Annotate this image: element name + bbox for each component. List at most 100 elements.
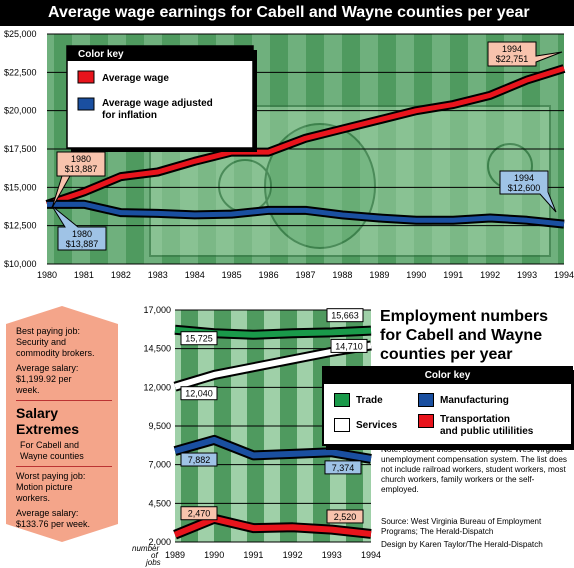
callout-blue-1994-year: 1994 [514, 173, 534, 183]
key-label-manufacturing: Manufacturing [440, 395, 509, 406]
wage-y-tick-label: $12,500 [4, 221, 37, 231]
employment-y-tick-label: 4,500 [148, 498, 171, 508]
wage-key-label-avg: Average wage [102, 73, 169, 84]
employment-chart-title: Employment numbers for Cabell and Wayne … [380, 308, 549, 363]
wage-x-tick-label: 1986 [259, 270, 279, 280]
key-swatch-manufacturing [418, 393, 434, 407]
employment-y-tick-label: 14,500 [143, 344, 171, 354]
wage-y-tick-label: $20,000 [4, 106, 37, 116]
employment-x-tick-label: 1991 [243, 550, 263, 560]
salary-extremes-content: Best paying job: Security and commodity … [16, 326, 112, 530]
data-label-box [180, 506, 218, 521]
wage-color-key: Color key Average wage Average wage adju… [66, 45, 257, 152]
data-label: 14,710 [335, 341, 363, 351]
wage-x-tick-label: 1984 [185, 270, 205, 280]
wage-x-tick-label: 1988 [332, 270, 352, 280]
best-job-line-3: commodity brokers. [16, 348, 95, 358]
salary-divider-bottom [16, 466, 112, 467]
callout-red-1980-value: $13,887 [65, 164, 98, 174]
wage-x-tick-label: 1987 [295, 270, 315, 280]
callout-red-1980: 1980 $13,887 [51, 151, 106, 209]
worst-salary-line-2: $133.76 per week. [16, 519, 91, 529]
data-label: 12,040 [185, 389, 213, 399]
wage-key-title: Color key [78, 49, 124, 60]
employment-y-axis: 2,000 4,500 7,000 9,500 12,000 14,500 17,000 [143, 305, 171, 547]
key-swatch-trade [334, 393, 350, 407]
callout-blue-1980-value: $13,887 [66, 239, 99, 249]
worst-job-line-2: Motion picture [16, 482, 73, 492]
wage-series-lines [45, 64, 566, 229]
worst-salary-line-1: Average salary: [16, 508, 79, 518]
data-label-box [180, 386, 218, 401]
employment-x-tick-label: 1992 [283, 550, 303, 560]
wage-chart-title: Average wage earnings for Cabell and Way… [0, 0, 574, 26]
salary-heading-1: Salary [16, 405, 59, 421]
data-label: 15,725 [185, 334, 213, 344]
wage-y-tick-label: $25,000 [4, 29, 37, 39]
wage-x-tick-label: 1990 [406, 270, 426, 280]
data-label-box [326, 308, 364, 323]
footnote: Note: Jobs are those covered by the West… [381, 445, 567, 494]
employment-y-tick-label: 17,000 [143, 305, 171, 315]
worst-job-line-3: workers. [16, 493, 51, 503]
employment-color-key: Color key Trade Manufacturing Services T… [322, 366, 573, 446]
wage-y-tick-label: $22,500 [4, 67, 37, 77]
wage-x-tick-label: 1981 [74, 270, 94, 280]
employment-y-tick-label: 9,500 [148, 421, 171, 431]
callout-blue-1980: 1980 $13,887 [51, 205, 107, 251]
wage-x-tick-label: 1991 [443, 270, 463, 280]
data-label: 7,882 [188, 455, 211, 465]
worst-job-line-1: Worst paying job: [16, 471, 86, 481]
wage-key-swatch-red [77, 70, 95, 84]
wage-y-tick-label: $15,000 [4, 182, 37, 192]
employment-x-tick-label: 1989 [165, 550, 185, 560]
callout-blue-1994-value: $12,600 [508, 183, 541, 193]
callout-blue-1994: 1994 $12,600 [499, 170, 557, 213]
transport-line [173, 515, 372, 538]
data-label: 7,374 [332, 463, 355, 473]
adjusted-wage-line [46, 201, 565, 227]
employment-data-labels: 15,725 15,663 14,710 12,040 7,882 7,374 2,470 2… [180, 308, 368, 524]
wage-x-tick-label: 1992 [480, 270, 500, 280]
employment-y-tick-label: 2,000 [148, 537, 171, 547]
y-unit-label-1: number [132, 544, 159, 553]
key-label-transport-1: Transportation [440, 414, 511, 425]
employment-y-tick-label: 12,000 [143, 382, 171, 392]
callout-blue-1980-year: 1980 [72, 229, 92, 239]
wage-x-tick-label: 1993 [517, 270, 537, 280]
y-unit-label-3: jobs [145, 558, 161, 567]
best-salary-line-2: $1,199.92 per [16, 374, 72, 384]
employment-x-tick-label: 1993 [322, 550, 342, 560]
key-label-transport-2: and public utililities [440, 426, 534, 437]
wage-x-tick-label: 1994 [554, 270, 574, 280]
salary-divider-top [16, 400, 112, 401]
data-label-box [180, 331, 218, 346]
data-label: 2,470 [188, 509, 211, 519]
employment-y-tick-label: 7,000 [148, 460, 171, 470]
callout-red-1994-value: $22,751 [496, 54, 529, 64]
best-job-line-1: Best paying job: [16, 326, 81, 336]
salary-extremes-box: Best paying job: Security and commodity … [6, 306, 118, 542]
salary-sub-1: For Cabell and [20, 440, 80, 450]
data-label: 2,520 [334, 512, 357, 522]
best-salary-line-3: week. [16, 385, 40, 395]
key-label-services: Services [356, 420, 398, 431]
wage-x-axis: 1980 1981 1982 1983 1984 1985 1986 1987 1988 1989… [37, 270, 574, 280]
y-unit-label-2: of [151, 551, 158, 560]
callout-red-1994: 1994 $22,751 [487, 41, 563, 67]
wage-x-tick-label: 1982 [111, 270, 131, 280]
data-label-box [324, 460, 362, 475]
best-salary-line-1: Average salary: [16, 363, 79, 373]
data-label-box [180, 452, 218, 467]
callout-red-1994-year: 1994 [502, 44, 522, 54]
employment-x-tick-label: 1990 [204, 550, 224, 560]
source-line: Source: West Virginia Bureau of Employme… [381, 517, 542, 536]
wage-x-tick-label: 1983 [148, 270, 168, 280]
data-label-box [330, 338, 368, 353]
wage-chart: $10,000 $12,500 $15,000 $17,500 $20,000 $22,5… [4, 29, 574, 280]
wage-key-label-adj-1: Average wage adjusted [102, 98, 213, 109]
employment-x-axis: 1989 1990 1991 1992 1993 1994 [165, 550, 381, 560]
data-label: 15,663 [331, 311, 359, 321]
wage-y-axis: $10,000 $12,500 $15,000 $17,500 $20,000 $22,5… [4, 29, 37, 269]
